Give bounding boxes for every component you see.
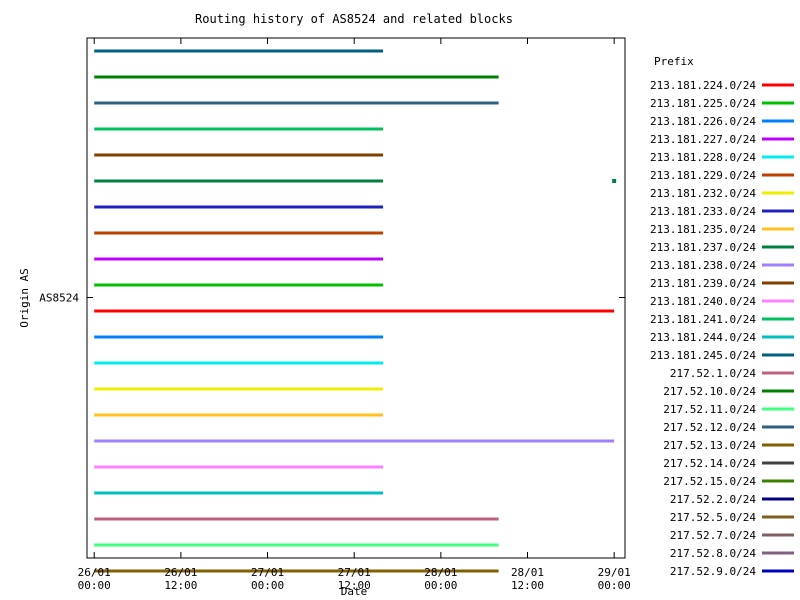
x-tick-label-date: 27/01 xyxy=(338,566,371,579)
x-tick-label-time: 00:00 xyxy=(598,579,631,592)
series-layer xyxy=(94,49,617,573)
x-tick-label-date: 29/01 xyxy=(598,566,631,579)
x-axis-label: Date xyxy=(341,585,368,598)
legend-label-217-52-12-0-24: 217.52.12.0/24 xyxy=(663,421,756,434)
legend-label-213-181-232-0-24: 213.181.232.0/24 xyxy=(650,187,756,200)
legend-label-217-52-9-0-24: 217.52.9.0/24 xyxy=(670,565,756,578)
x-tick-label-date: 28/01 xyxy=(511,566,544,579)
legend-label-213-181-226-0-24: 213.181.226.0/24 xyxy=(650,115,756,128)
legend-label-213-181-225-0-24: 213.181.225.0/24 xyxy=(650,97,756,110)
legend-title: Prefix xyxy=(654,55,694,68)
legend-label-213-181-228-0-24: 213.181.228.0/24 xyxy=(650,151,756,164)
y-tick-label: AS8524 xyxy=(39,292,79,305)
legend-label-213-181-237-0-24: 213.181.237.0/24 xyxy=(650,241,756,254)
x-tick-label-time: 00:00 xyxy=(424,579,457,592)
legend-label-217-52-15-0-24: 217.52.15.0/24 xyxy=(663,475,756,488)
legend-label-213-181-244-0-24: 213.181.244.0/24 xyxy=(650,331,756,344)
x-tick-label-time: 12:00 xyxy=(164,579,197,592)
x-tick-label-date: 28/01 xyxy=(424,566,457,579)
legend: Prefix 213.181.224.0/24 213.181.225.0/24 2… xyxy=(650,55,794,578)
legend-label-217-52-13-0-24: 217.52.13.0/24 xyxy=(663,439,756,452)
legend-label-217-52-10-0-24: 217.52.10.0/24 xyxy=(663,385,756,398)
legend-label-213-181-241-0-24: 213.181.241.0/24 xyxy=(650,313,756,326)
x-tick-label-date: 26/01 xyxy=(78,566,111,579)
legend-label-213-181-229-0-24: 213.181.229.0/24 xyxy=(650,169,756,182)
x-tick-label-time: 12:00 xyxy=(511,579,544,592)
legend-label-217-52-14-0-24: 217.52.14.0/24 xyxy=(663,457,756,470)
x-tick-label-time: 00:00 xyxy=(78,579,111,592)
x-tick-label-time: 12:00 xyxy=(338,579,371,592)
y-axis: AS8524 xyxy=(39,292,625,305)
chart-title: Routing history of AS8524 and related bl… xyxy=(195,12,513,26)
x-axis: 26/0100:0026/0112:0027/0100:0027/0112:00… xyxy=(78,38,631,592)
x-tick-label-time: 00:00 xyxy=(251,579,284,592)
legend-label-213-181-238-0-24: 213.181.238.0/24 xyxy=(650,259,756,272)
legend-label-217-52-8-0-24: 217.52.8.0/24 xyxy=(670,547,756,560)
legend-label-217-52-1-0-24: 217.52.1.0/24 xyxy=(670,367,756,380)
legend-label-213-181-239-0-24: 213.181.239.0/24 xyxy=(650,277,756,290)
legend-label-213-181-240-0-24: 213.181.240.0/24 xyxy=(650,295,756,308)
x-tick-label-date: 26/01 xyxy=(164,566,197,579)
y-axis-label: Origin AS xyxy=(18,268,31,328)
legend-label-217-52-5-0-24: 217.52.5.0/24 xyxy=(670,511,756,524)
legend-label-213-181-233-0-24: 213.181.233.0/24 xyxy=(650,205,756,218)
x-tick-label-date: 27/01 xyxy=(251,566,284,579)
legend-label-213-181-227-0-24: 213.181.227.0/24 xyxy=(650,133,756,146)
legend-label-217-52-11-0-24: 217.52.11.0/24 xyxy=(663,403,756,416)
legend-label-213-181-245-0-24: 213.181.245.0/24 xyxy=(650,349,756,362)
legend-label-213-181-235-0-24: 213.181.235.0/24 xyxy=(650,223,756,236)
legend-label-213-181-224-0-24: 213.181.224.0/24 xyxy=(650,79,756,92)
legend-label-217-52-2-0-24: 217.52.2.0/24 xyxy=(670,493,756,506)
series-point-213-181-237-0-24 xyxy=(612,179,617,183)
legend-label-217-52-7-0-24: 217.52.7.0/24 xyxy=(670,529,756,542)
